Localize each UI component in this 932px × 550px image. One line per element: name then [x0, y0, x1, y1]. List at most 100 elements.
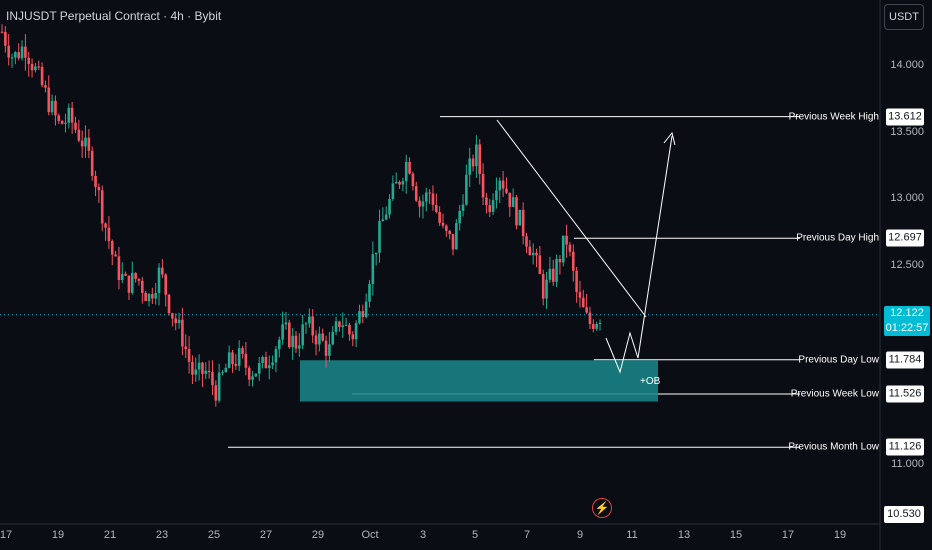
candle-body — [264, 357, 268, 369]
candle-body — [64, 122, 67, 124]
level-price-badge: 11.784 — [886, 351, 924, 369]
candle-body — [177, 319, 181, 324]
candle-body — [17, 52, 21, 59]
candle-body — [578, 291, 582, 298]
price-tick-label: 13.500 — [890, 125, 924, 138]
candle-body — [54, 100, 57, 116]
candle-body — [254, 373, 258, 377]
candle-body — [194, 369, 198, 375]
time-tick-label: 9 — [576, 529, 584, 541]
candle-body — [20, 46, 24, 59]
candle-body — [127, 275, 131, 293]
candle-body — [291, 335, 294, 348]
candle-body — [558, 259, 562, 263]
candle-body — [60, 120, 64, 124]
candle-body — [157, 267, 161, 294]
candle-body — [181, 319, 184, 347]
candle-body — [455, 223, 458, 250]
candle-body — [555, 259, 558, 282]
level-label: Previous Month Low — [788, 441, 879, 453]
candle-body — [47, 87, 51, 113]
candle-body — [244, 353, 248, 368]
currency-button[interactable]: USDT — [884, 4, 924, 30]
candle-body — [545, 279, 548, 299]
candle-body — [201, 362, 204, 374]
candle-body — [214, 385, 218, 401]
candle-body — [211, 372, 214, 386]
candle-body — [388, 198, 391, 215]
candle-body — [438, 211, 441, 223]
candle-body — [478, 144, 482, 174]
candle-body — [518, 209, 522, 226]
candle-body — [120, 273, 124, 281]
candle-body — [57, 115, 61, 121]
candle-body — [124, 273, 127, 276]
candle-body — [384, 214, 388, 220]
candle-body — [361, 311, 365, 318]
candle-body — [551, 268, 555, 282]
candle-body — [458, 210, 461, 224]
candle-body — [224, 367, 228, 373]
time-tick-label: 15 — [729, 529, 743, 541]
candle-body — [521, 209, 525, 237]
level-label: Previous Week High — [788, 111, 879, 123]
candle-body — [571, 251, 575, 271]
candle-body — [485, 197, 488, 206]
candle-body — [267, 365, 271, 369]
candle-body — [114, 254, 117, 257]
candle-body — [40, 66, 44, 86]
candle-body — [401, 181, 405, 185]
candle-body — [344, 324, 348, 326]
candle-body — [137, 278, 141, 281]
candle-body — [134, 272, 137, 279]
candle-body — [445, 225, 448, 231]
price-tick-label: 14.000 — [890, 59, 924, 71]
candle-body — [67, 107, 71, 123]
candle-body — [414, 186, 418, 201]
time-tick-label: 3 — [419, 529, 427, 541]
candle-body — [461, 204, 465, 211]
time-tick-label: 17 — [0, 529, 13, 541]
level-price-badge: 13.612 — [886, 108, 924, 126]
candle-body — [495, 190, 498, 201]
candle-body — [130, 272, 134, 293]
candle-body — [261, 357, 264, 363]
candle-body — [191, 361, 194, 375]
candle-body — [374, 252, 378, 255]
candle-body — [167, 294, 171, 314]
level-label: Previous Week Low — [790, 388, 879, 400]
candle-body — [301, 324, 304, 346]
candle-body — [87, 137, 91, 151]
candle-body — [435, 205, 438, 212]
level-price-badge: 12.697 — [886, 229, 924, 247]
candle-body — [50, 100, 54, 113]
candle-body — [227, 352, 231, 368]
candle-body — [568, 244, 572, 252]
flash-icon[interactable]: ⚡ — [592, 498, 612, 518]
candle-body — [110, 241, 114, 255]
candle-body — [498, 180, 502, 191]
candle-body — [10, 57, 14, 59]
candle-body — [27, 57, 31, 64]
candle-body — [294, 335, 298, 349]
candle-body — [90, 150, 94, 176]
candle-body — [331, 331, 335, 345]
candle-body — [100, 190, 104, 224]
candle-body — [334, 321, 338, 332]
candle-body — [161, 267, 164, 275]
time-tick-label: 19 — [51, 529, 65, 541]
candle-body — [221, 372, 224, 374]
candle-body — [431, 193, 435, 206]
candle-body — [324, 340, 328, 356]
level-label: Previous Day Low — [798, 354, 879, 366]
candle-body — [37, 66, 41, 68]
candle-body — [491, 200, 495, 212]
projection-arrowhead — [663, 131, 676, 146]
candle-body — [585, 307, 588, 313]
candle-body — [70, 107, 74, 123]
candle-body — [511, 197, 515, 207]
candle-body — [338, 321, 341, 327]
time-tick-label: 25 — [207, 529, 221, 541]
candle-body — [44, 85, 47, 88]
